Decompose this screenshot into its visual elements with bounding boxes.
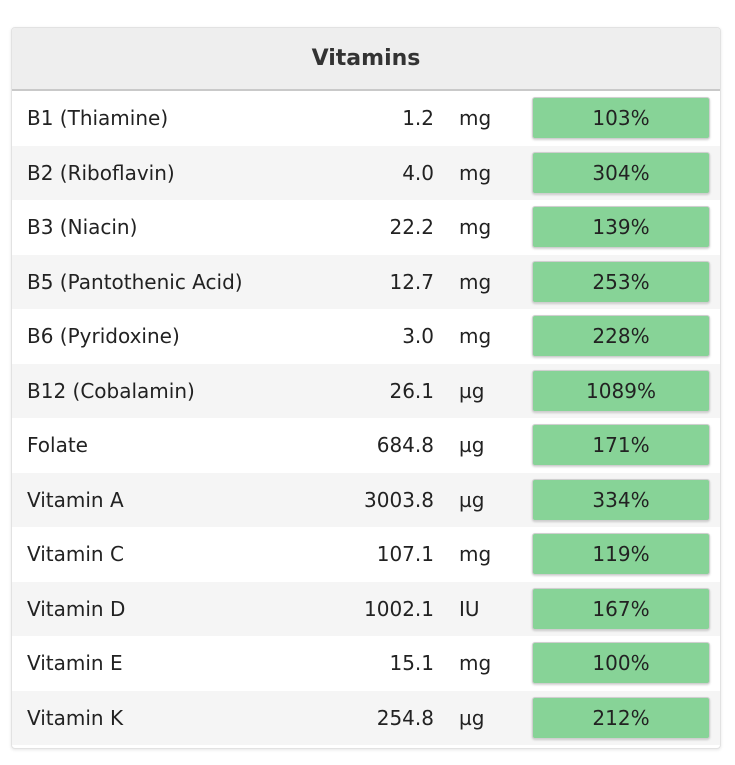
vitamins-panel: Vitamins B1 (Thiamine) 1.2 mg 103% B2 (R… [11, 27, 721, 749]
nutrient-name: B2 (Riboflavin) [27, 160, 175, 185]
daily-value-bar: 139% [532, 206, 710, 249]
table-row: B1 (Thiamine) 1.2 mg 103% [12, 91, 720, 146]
nutrient-name: Vitamin D [27, 596, 126, 621]
nutrient-name: B6 (Pyridoxine) [27, 324, 180, 349]
table-row: B3 (Niacin) 22.2 mg 139% [12, 200, 720, 255]
nutrient-name: B5 (Pantothenic Acid) [27, 269, 243, 294]
daily-value-bar: 167% [532, 587, 710, 630]
table-row: B5 (Pantothenic Acid) 12.7 mg 253% [12, 254, 720, 309]
table-row: Vitamin K 254.8 µg 212% [12, 690, 720, 745]
nutrient-name: Vitamin C [27, 542, 124, 567]
daily-value-bar: 253% [532, 260, 710, 303]
vitamins-table: B1 (Thiamine) 1.2 mg 103% B2 (Riboflavin… [12, 91, 720, 745]
daily-value-bar: 1089% [532, 369, 710, 412]
table-row: Folate 684.8 µg 171% [12, 418, 720, 473]
nutrient-unit: µg [459, 705, 485, 730]
table-row: Vitamin D 1002.1 IU 167% [12, 581, 720, 636]
nutrient-amount: 26.1 [389, 378, 434, 403]
daily-value-bar: 103% [532, 97, 710, 140]
daily-value-bar: 334% [532, 478, 710, 521]
daily-value-bar: 119% [532, 533, 710, 576]
nutrient-amount: 1002.1 [364, 596, 434, 621]
nutrient-amount: 684.8 [376, 433, 434, 458]
nutrient-amount: 4.0 [402, 160, 434, 185]
nutrient-amount: 12.7 [389, 269, 434, 294]
nutrient-unit: mg [459, 160, 492, 185]
nutrient-name: Folate [27, 433, 88, 458]
nutrient-unit: mg [459, 269, 492, 294]
daily-value-bar: 304% [532, 151, 710, 194]
daily-value-bar: 212% [532, 696, 710, 739]
nutrient-amount: 22.2 [389, 215, 434, 240]
nutrient-amount: 107.1 [376, 542, 434, 567]
daily-value-bar: 228% [532, 315, 710, 358]
nutrient-unit: mg [459, 651, 492, 676]
nutrient-amount: 15.1 [389, 651, 434, 676]
table-row: Vitamin A 3003.8 µg 334% [12, 472, 720, 527]
nutrient-name: B3 (Niacin) [27, 215, 138, 240]
nutrient-unit: mg [459, 324, 492, 349]
table-row: B12 (Cobalamin) 26.1 µg 1089% [12, 363, 720, 418]
nutrient-unit: mg [459, 215, 492, 240]
nutrient-unit: µg [459, 378, 485, 403]
nutrient-unit: µg [459, 487, 485, 512]
table-row: B2 (Riboflavin) 4.0 mg 304% [12, 145, 720, 200]
panel-title: Vitamins [311, 46, 421, 71]
daily-value-bar: 171% [532, 424, 710, 467]
nutrient-name: B12 (Cobalamin) [27, 378, 195, 403]
nutrient-amount: 254.8 [376, 705, 434, 730]
table-row: Vitamin E 15.1 mg 100% [12, 636, 720, 691]
nutrient-unit: mg [459, 542, 492, 567]
nutrient-amount: 3003.8 [364, 487, 434, 512]
nutrient-name: B1 (Thiamine) [27, 106, 169, 131]
table-row: Vitamin C 107.1 mg 119% [12, 527, 720, 582]
daily-value-bar: 100% [532, 642, 710, 685]
nutrient-unit: mg [459, 106, 492, 131]
nutrient-name: Vitamin E [27, 651, 123, 676]
table-row: B6 (Pyridoxine) 3.0 mg 228% [12, 309, 720, 364]
nutrient-unit: µg [459, 433, 485, 458]
panel-header: Vitamins [12, 28, 720, 91]
nutrient-name: Vitamin K [27, 705, 124, 730]
nutrient-name: Vitamin A [27, 487, 124, 512]
nutrient-amount: 1.2 [402, 106, 434, 131]
nutrient-unit: IU [459, 596, 480, 621]
nutrient-amount: 3.0 [402, 324, 434, 349]
